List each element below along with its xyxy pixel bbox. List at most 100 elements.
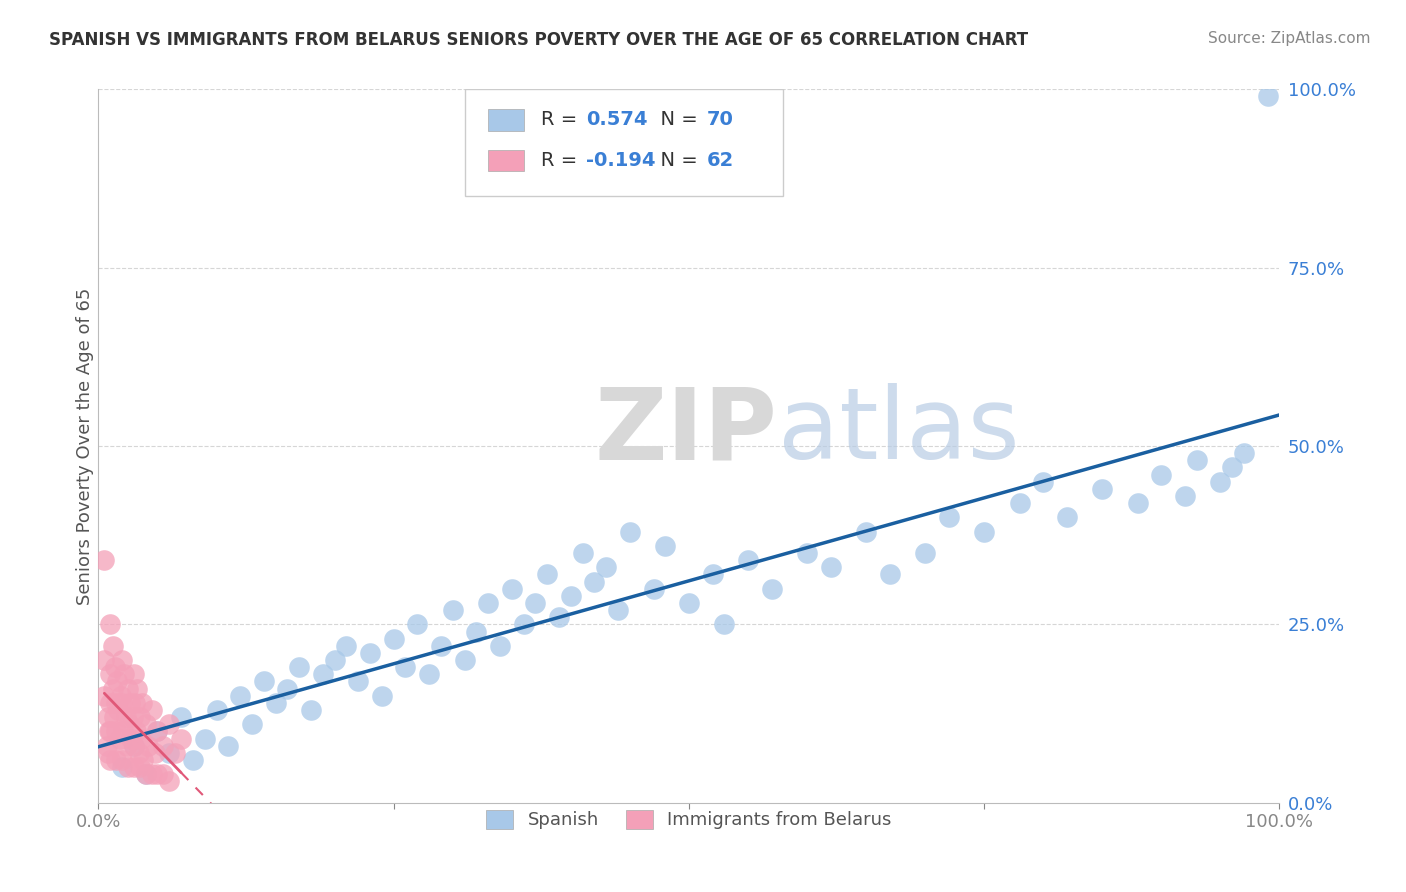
- Point: [101, 639, 124, 653]
- Point: [643, 582, 665, 596]
- Point: [524, 596, 547, 610]
- Point: [571, 546, 593, 560]
- Point: [501, 582, 523, 596]
- Point: [118, 717, 141, 731]
- Point: [654, 539, 676, 553]
- Point: [240, 717, 263, 731]
- Text: atlas: atlas: [778, 384, 1019, 480]
- Point: [560, 589, 582, 603]
- Point: [430, 639, 453, 653]
- Point: [117, 681, 139, 696]
- Point: [105, 753, 128, 767]
- Point: [702, 567, 724, 582]
- Point: [98, 667, 121, 681]
- Point: [229, 689, 252, 703]
- Point: [914, 546, 936, 560]
- Point: [157, 774, 180, 789]
- Point: [157, 746, 180, 760]
- Point: [101, 681, 124, 696]
- Point: [607, 603, 630, 617]
- Point: [122, 739, 145, 753]
- Point: [93, 553, 115, 567]
- Point: [1056, 510, 1078, 524]
- Text: N =: N =: [648, 111, 703, 129]
- Point: [855, 524, 877, 539]
- Point: [146, 724, 169, 739]
- Bar: [488, 109, 523, 130]
- Point: [115, 739, 138, 753]
- Point: [98, 724, 121, 739]
- Point: [1150, 467, 1173, 482]
- Point: [127, 681, 149, 696]
- Point: [347, 674, 370, 689]
- Point: [105, 696, 128, 710]
- Point: [98, 617, 121, 632]
- Point: [132, 753, 155, 767]
- Point: [141, 767, 163, 781]
- Point: [143, 746, 166, 760]
- Point: [299, 703, 322, 717]
- Point: [1126, 496, 1149, 510]
- Text: ZIP: ZIP: [595, 384, 778, 480]
- Point: [103, 710, 125, 724]
- Point: [111, 760, 134, 774]
- Point: [111, 753, 134, 767]
- Point: [737, 553, 759, 567]
- Point: [512, 617, 534, 632]
- Point: [1091, 482, 1114, 496]
- Point: [121, 731, 143, 746]
- Point: [111, 696, 134, 710]
- Point: [713, 617, 735, 632]
- Y-axis label: Seniors Poverty Over the Age of 65: Seniors Poverty Over the Age of 65: [76, 287, 94, 605]
- Text: R =: R =: [541, 151, 583, 170]
- Point: [128, 760, 150, 774]
- Point: [1257, 89, 1279, 103]
- Point: [105, 674, 128, 689]
- Point: [129, 731, 152, 746]
- Point: [152, 739, 174, 753]
- Point: [973, 524, 995, 539]
- Point: [97, 710, 120, 724]
- Point: [135, 767, 157, 781]
- Point: [98, 696, 121, 710]
- Point: [489, 639, 512, 653]
- Point: [122, 739, 145, 753]
- Point: [371, 689, 394, 703]
- Point: [105, 724, 128, 739]
- Point: [128, 746, 150, 760]
- Point: [820, 560, 842, 574]
- Point: [406, 617, 429, 632]
- Point: [253, 674, 276, 689]
- Point: [288, 660, 311, 674]
- Text: R =: R =: [541, 111, 583, 129]
- Point: [157, 717, 180, 731]
- Point: [122, 760, 145, 774]
- Point: [181, 753, 204, 767]
- Point: [117, 760, 139, 774]
- Point: [382, 632, 405, 646]
- Point: [394, 660, 416, 674]
- Point: [121, 710, 143, 724]
- Point: [312, 667, 335, 681]
- Bar: [488, 150, 523, 171]
- Point: [619, 524, 641, 539]
- Point: [583, 574, 606, 589]
- Text: 70: 70: [707, 111, 734, 129]
- Text: 0.574: 0.574: [586, 111, 648, 129]
- FancyBboxPatch shape: [464, 89, 783, 196]
- Point: [879, 567, 901, 582]
- Point: [135, 767, 157, 781]
- Point: [335, 639, 357, 653]
- Point: [678, 596, 700, 610]
- Point: [595, 560, 617, 574]
- Point: [108, 731, 131, 746]
- Point: [1174, 489, 1197, 503]
- Point: [146, 767, 169, 781]
- Point: [217, 739, 239, 753]
- Point: [323, 653, 346, 667]
- Point: [124, 696, 146, 710]
- Point: [761, 582, 783, 596]
- Point: [93, 689, 115, 703]
- Point: [104, 660, 127, 674]
- Point: [107, 703, 129, 717]
